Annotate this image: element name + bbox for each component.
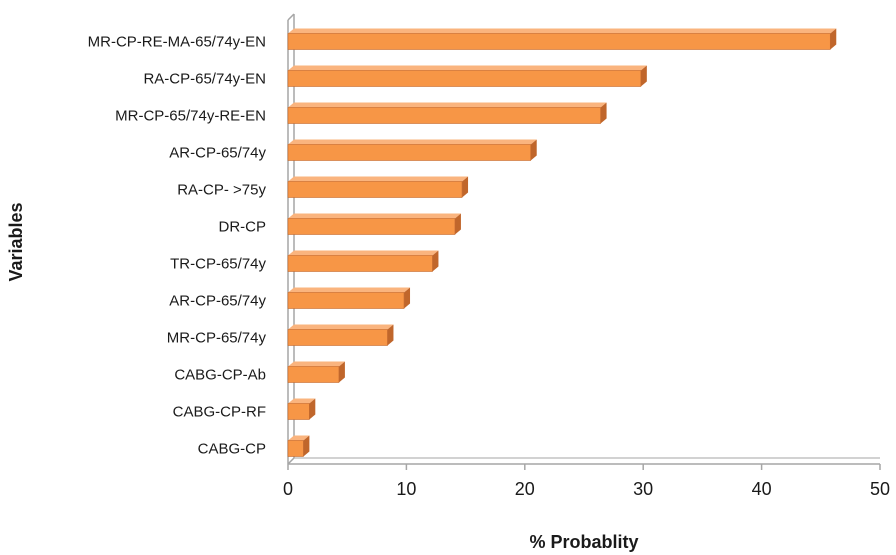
bar-side-face <box>432 250 439 272</box>
category-label: CABG-CP-Ab <box>174 367 266 384</box>
bar-top-face <box>288 250 439 256</box>
bar-top-face <box>288 361 345 367</box>
category-label: RA-CP-65/74y-EN <box>143 71 266 88</box>
bar-side-face <box>640 65 647 87</box>
bar <box>287 102 607 124</box>
bar-front-face <box>287 292 405 309</box>
bar-top-face <box>288 324 394 330</box>
bar <box>287 65 647 87</box>
category-label: CABG-CP-RF <box>173 404 266 421</box>
bar-front-face <box>287 107 601 124</box>
wall-bottom-edge <box>287 457 295 465</box>
bar-side-face <box>387 324 394 346</box>
category-label: TR-CP-65/74y <box>170 256 266 273</box>
x-tick-label: 20 <box>515 479 535 499</box>
category-label: DR-CP <box>219 219 267 236</box>
bar <box>287 435 310 457</box>
x-tick-label: 10 <box>396 479 416 499</box>
bar-side-face <box>309 398 316 420</box>
category-label: AR-CP-65/74y <box>169 293 266 310</box>
category-label: RA-CP- >75y <box>177 182 266 199</box>
bar-top-face <box>288 213 461 219</box>
bar-top-face <box>288 28 837 34</box>
bar-front-face <box>287 366 340 383</box>
bar-side-face <box>830 28 837 50</box>
bar <box>287 324 394 346</box>
x-tick-label: 40 <box>752 479 772 499</box>
bar-front-face <box>287 329 388 346</box>
bar-top-face <box>288 102 607 108</box>
bar-front-face <box>287 403 310 420</box>
bar <box>287 139 537 161</box>
bar <box>287 176 469 198</box>
bar-top-face <box>288 435 310 441</box>
bar-front-face <box>287 181 463 198</box>
category-labels: MR-CP-RE-MA-65/74y-EN RA-CP-65/74y-EN MR-C… <box>88 34 267 458</box>
x-axis-tick-labels: 0 10 20 30 40 50 <box>283 464 890 499</box>
bar-side-face <box>462 176 469 198</box>
bar <box>287 213 461 235</box>
bar-side-face <box>404 287 411 309</box>
bar-top-face <box>288 398 316 404</box>
chart-walls <box>287 13 880 465</box>
category-label: MR-CP-65/74y-RE-EN <box>115 108 266 125</box>
wall-top-edge <box>287 13 295 21</box>
x-tick-label: 50 <box>870 479 890 499</box>
bar <box>287 250 439 272</box>
bar <box>287 398 316 420</box>
bar-front-face <box>287 70 642 87</box>
category-label: MR-CP-RE-MA-65/74y-EN <box>88 34 266 51</box>
x-tick-label: 0 <box>283 479 293 499</box>
bar-top-face <box>288 176 469 182</box>
bar <box>287 287 411 309</box>
category-label: AR-CP-65/74y <box>169 145 266 162</box>
category-label: CABG-CP <box>198 441 266 458</box>
bar-front-face <box>287 144 532 161</box>
bar-top-face <box>288 139 537 145</box>
bar-top-face <box>288 287 411 293</box>
bar-side-face <box>454 213 461 235</box>
bar-side-face <box>530 139 537 161</box>
bar-series <box>287 28 837 457</box>
x-axis-title: % Probablity <box>529 532 638 552</box>
bar-side-face <box>303 435 310 457</box>
bar-front-face <box>287 255 433 272</box>
bar-front-face <box>287 218 456 235</box>
category-label: MR-CP-65/74y <box>167 330 267 347</box>
x-tick-label: 30 <box>633 479 653 499</box>
bar-front-face <box>287 440 304 457</box>
y-axis-title: Variables <box>6 202 26 281</box>
bar-side-face <box>338 361 345 383</box>
bar-front-face <box>287 33 831 50</box>
bar <box>287 361 345 383</box>
bar-top-face <box>288 65 647 71</box>
bar-side-face <box>600 102 607 124</box>
bar <box>287 28 837 50</box>
